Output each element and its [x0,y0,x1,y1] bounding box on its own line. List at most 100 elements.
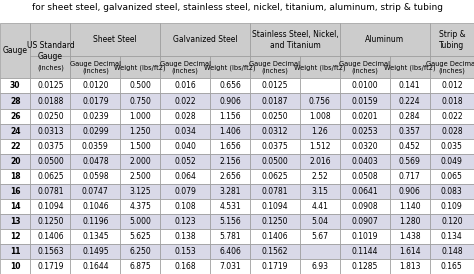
Text: 0.1563: 0.1563 [37,247,64,256]
Text: Gauge Decimal
(inches): Gauge Decimal (inches) [426,61,474,74]
Text: 0.141: 0.141 [399,81,420,90]
Text: 0.500: 0.500 [129,81,151,90]
Bar [300,169,340,184]
Bar [390,124,429,139]
Bar [390,93,429,109]
Text: 2.016: 2.016 [309,157,331,166]
Text: 0.0120: 0.0120 [82,81,109,90]
Bar [30,259,71,274]
Text: 1.656: 1.656 [219,142,241,151]
Bar [300,199,340,214]
Text: 0.750: 0.750 [129,96,151,105]
Bar [160,124,210,139]
Text: 1.008: 1.008 [309,112,331,121]
Bar [250,23,340,56]
Bar [429,124,474,139]
Bar [340,93,390,109]
Text: 10: 10 [10,262,20,271]
Text: 30: 30 [10,81,20,90]
Bar [120,244,160,259]
Bar [429,259,474,274]
Text: Gauge Decimal
(inches): Gauge Decimal (inches) [249,61,301,74]
Bar [71,229,120,244]
Text: 6.406: 6.406 [219,247,241,256]
Text: 2.500: 2.500 [129,172,151,181]
Text: 0.717: 0.717 [399,172,420,181]
Text: Gauge: Gauge [3,46,28,55]
Bar [429,56,474,78]
Bar [340,214,390,229]
Text: 0.022: 0.022 [441,112,463,121]
Bar [0,124,30,139]
Bar [390,169,429,184]
Text: US Standard
Gauge: US Standard Gauge [27,41,74,61]
Bar [120,199,160,214]
Bar [300,78,340,93]
Text: 0.028: 0.028 [174,112,196,121]
Text: 0.0500: 0.0500 [37,157,64,166]
Text: 20: 20 [10,157,20,166]
Text: 1.500: 1.500 [129,142,151,151]
Text: 0.0598: 0.0598 [82,172,109,181]
Bar [429,154,474,169]
Bar [160,23,250,56]
Text: 1.512: 1.512 [309,142,331,151]
Text: 0.0100: 0.0100 [352,81,378,90]
Bar [250,93,300,109]
Text: 14: 14 [10,202,20,211]
Text: 0.0478: 0.0478 [82,157,109,166]
Bar [30,214,71,229]
Text: Strip &
Tubing: Strip & Tubing [438,30,465,50]
Text: 4.375: 4.375 [129,202,151,211]
Text: Gauge Decimal
(inches): Gauge Decimal (inches) [339,61,390,74]
Bar [71,109,120,124]
Bar [340,154,390,169]
Text: 0.1719: 0.1719 [37,262,64,271]
Bar [30,199,71,214]
Bar [250,56,300,78]
Text: 0.0125: 0.0125 [262,81,288,90]
Text: 0.0250: 0.0250 [37,112,64,121]
Text: 0.148: 0.148 [441,247,463,256]
Text: 0.1196: 0.1196 [82,217,109,226]
Bar [390,229,429,244]
Text: 7.031: 7.031 [219,262,241,271]
Bar [30,154,71,169]
Text: 0.0299: 0.0299 [82,127,109,136]
Bar [300,109,340,124]
Bar [0,154,30,169]
Bar [300,154,340,169]
Bar [160,169,210,184]
Text: 0.1250: 0.1250 [37,217,64,226]
Bar [160,199,210,214]
Text: 5.781: 5.781 [219,232,241,241]
Text: 4.531: 4.531 [219,202,241,211]
Text: 0.108: 0.108 [174,202,196,211]
Bar [300,139,340,154]
Bar [210,139,250,154]
Bar [429,199,474,214]
Text: 3.15: 3.15 [311,187,328,196]
Bar [429,214,474,229]
Text: Gauge Decimal
(inches): Gauge Decimal (inches) [70,61,121,74]
Bar [120,184,160,199]
Bar [340,124,390,139]
Text: 0.1019: 0.1019 [352,232,378,241]
Bar [250,214,300,229]
Text: 0.452: 0.452 [399,142,420,151]
Text: Sheet Steel: Sheet Steel [93,35,137,44]
Text: 0.0508: 0.0508 [352,172,378,181]
Text: Galvanized Steel: Galvanized Steel [173,35,237,44]
Bar [0,93,30,109]
Text: 0.083: 0.083 [441,187,463,196]
Bar [340,56,390,78]
Text: 0.109: 0.109 [441,202,463,211]
Bar [160,139,210,154]
Bar [300,244,340,259]
Text: 0.079: 0.079 [174,187,196,196]
Text: 0.065: 0.065 [441,172,463,181]
Text: 1.250: 1.250 [129,127,151,136]
Bar [71,23,160,56]
Text: 0.1046: 0.1046 [82,202,109,211]
Text: 0.0125: 0.0125 [37,81,64,90]
